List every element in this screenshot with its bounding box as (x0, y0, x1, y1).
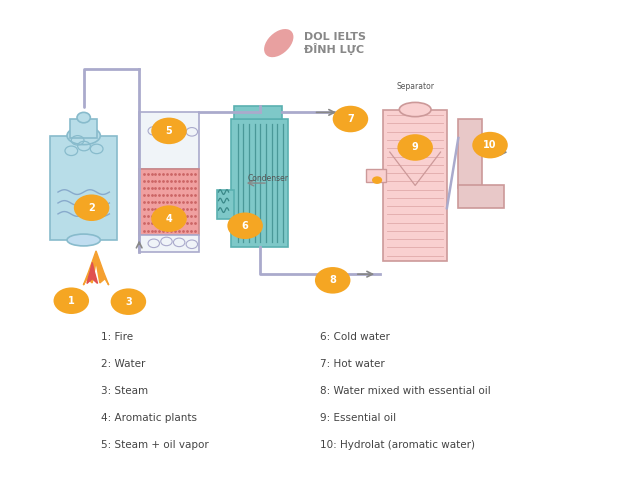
Text: Separator: Separator (396, 82, 434, 91)
Bar (217, 190, 234, 219)
Text: 3: 3 (125, 297, 132, 307)
Circle shape (227, 213, 263, 239)
Polygon shape (87, 263, 97, 284)
Text: ĐÎNH LỰC: ĐÎNH LỰC (304, 43, 364, 55)
Text: 4: Aromatic plants: 4: Aromatic plants (101, 413, 197, 423)
Text: 9: 9 (412, 143, 419, 153)
Ellipse shape (67, 127, 100, 144)
Text: 1: Fire: 1: Fire (101, 332, 133, 342)
Bar (458, 119, 483, 188)
Bar (51, 136, 117, 240)
Circle shape (151, 205, 187, 232)
Bar (139, 235, 200, 252)
Circle shape (333, 106, 368, 132)
Text: 10: Hydrolat (aromatic water): 10: Hydrolat (aromatic water) (320, 441, 475, 450)
Circle shape (54, 288, 89, 314)
Bar (234, 106, 282, 119)
Circle shape (74, 194, 109, 221)
Ellipse shape (77, 112, 90, 123)
Circle shape (372, 176, 382, 184)
Text: 1: 1 (68, 296, 75, 306)
Circle shape (397, 134, 433, 161)
Circle shape (151, 118, 187, 144)
Text: 5: 5 (166, 126, 172, 136)
Text: 8: 8 (329, 276, 336, 285)
Ellipse shape (264, 29, 293, 57)
Text: Condenser: Condenser (248, 174, 289, 183)
Text: 2: 2 (88, 203, 95, 213)
Text: 5: Steam + oil vapor: 5: Steam + oil vapor (101, 441, 209, 450)
Bar (365, 169, 386, 182)
Circle shape (472, 132, 508, 158)
Ellipse shape (399, 102, 431, 117)
Text: 10: 10 (483, 140, 497, 150)
Text: 7: Hot water: 7: Hot water (320, 360, 385, 369)
Bar (139, 112, 200, 169)
Polygon shape (83, 251, 109, 285)
Circle shape (111, 288, 146, 315)
Circle shape (315, 267, 351, 294)
Bar (458, 185, 504, 208)
Bar (139, 169, 200, 235)
Text: 9: Essential oil: 9: Essential oil (320, 413, 396, 423)
Text: 6: 6 (242, 221, 248, 231)
Bar (70, 119, 97, 138)
Bar (231, 119, 288, 247)
Text: 6: Cold water: 6: Cold water (320, 332, 390, 342)
Bar (383, 109, 447, 261)
Text: 2: Water: 2: Water (101, 360, 145, 369)
Text: 3: Steam: 3: Steam (101, 386, 148, 396)
Text: DOL IELTS: DOL IELTS (304, 32, 366, 42)
Text: 8: Water mixed with essential oil: 8: Water mixed with essential oil (320, 386, 491, 396)
Text: 7: 7 (347, 114, 354, 124)
Ellipse shape (67, 234, 100, 246)
Text: 4: 4 (166, 214, 172, 224)
